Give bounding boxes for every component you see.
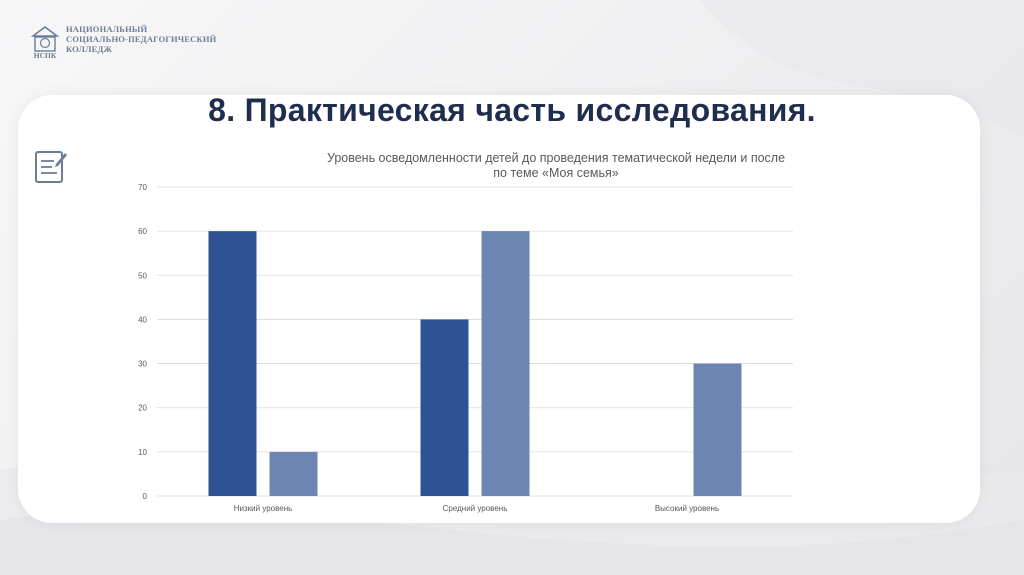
y-tick-label: 40 — [138, 315, 147, 324]
chart-title-line-1: Уровень осведомленности детей до проведе… — [327, 151, 785, 165]
college-emblem-icon: НСПК — [30, 26, 60, 60]
chart-title-line-2: по теме «Моя семья» — [493, 166, 619, 180]
y-tick-label: 70 — [138, 183, 147, 192]
college-name: НАЦИОНАЛЬНЫЙ СОЦИАЛЬНО-ПЕДАГОГИЧЕСКИЙ КО… — [66, 24, 217, 54]
x-category-label: Высокий уровень — [655, 504, 719, 513]
y-tick-label: 60 — [138, 227, 147, 236]
bar-series-1-2 — [420, 319, 469, 496]
slide-title: 8. Практическая часть исследования. — [208, 92, 816, 128]
y-tick-label: 30 — [138, 360, 147, 369]
y-tick-label: 0 — [143, 492, 148, 501]
bar-series-2-1 — [269, 451, 318, 496]
document-edit-icon — [35, 151, 67, 183]
x-category-label: Низкий уровень — [234, 504, 293, 513]
bar-series-1-1 — [208, 231, 257, 496]
bar-series-2-2 — [481, 231, 530, 496]
college-logo: НСПК НАЦИОНАЛЬНЫЙ СОЦИАЛЬНО-ПЕДАГОГИЧЕСК… — [30, 24, 216, 60]
logo-abbr: НСПК — [34, 51, 57, 60]
y-tick-label: 50 — [138, 271, 147, 280]
y-tick-label: 20 — [138, 404, 147, 413]
x-category-label: Средний уровень — [443, 504, 508, 513]
bar-series-2-3 — [693, 363, 742, 496]
y-tick-label: 10 — [138, 448, 147, 457]
